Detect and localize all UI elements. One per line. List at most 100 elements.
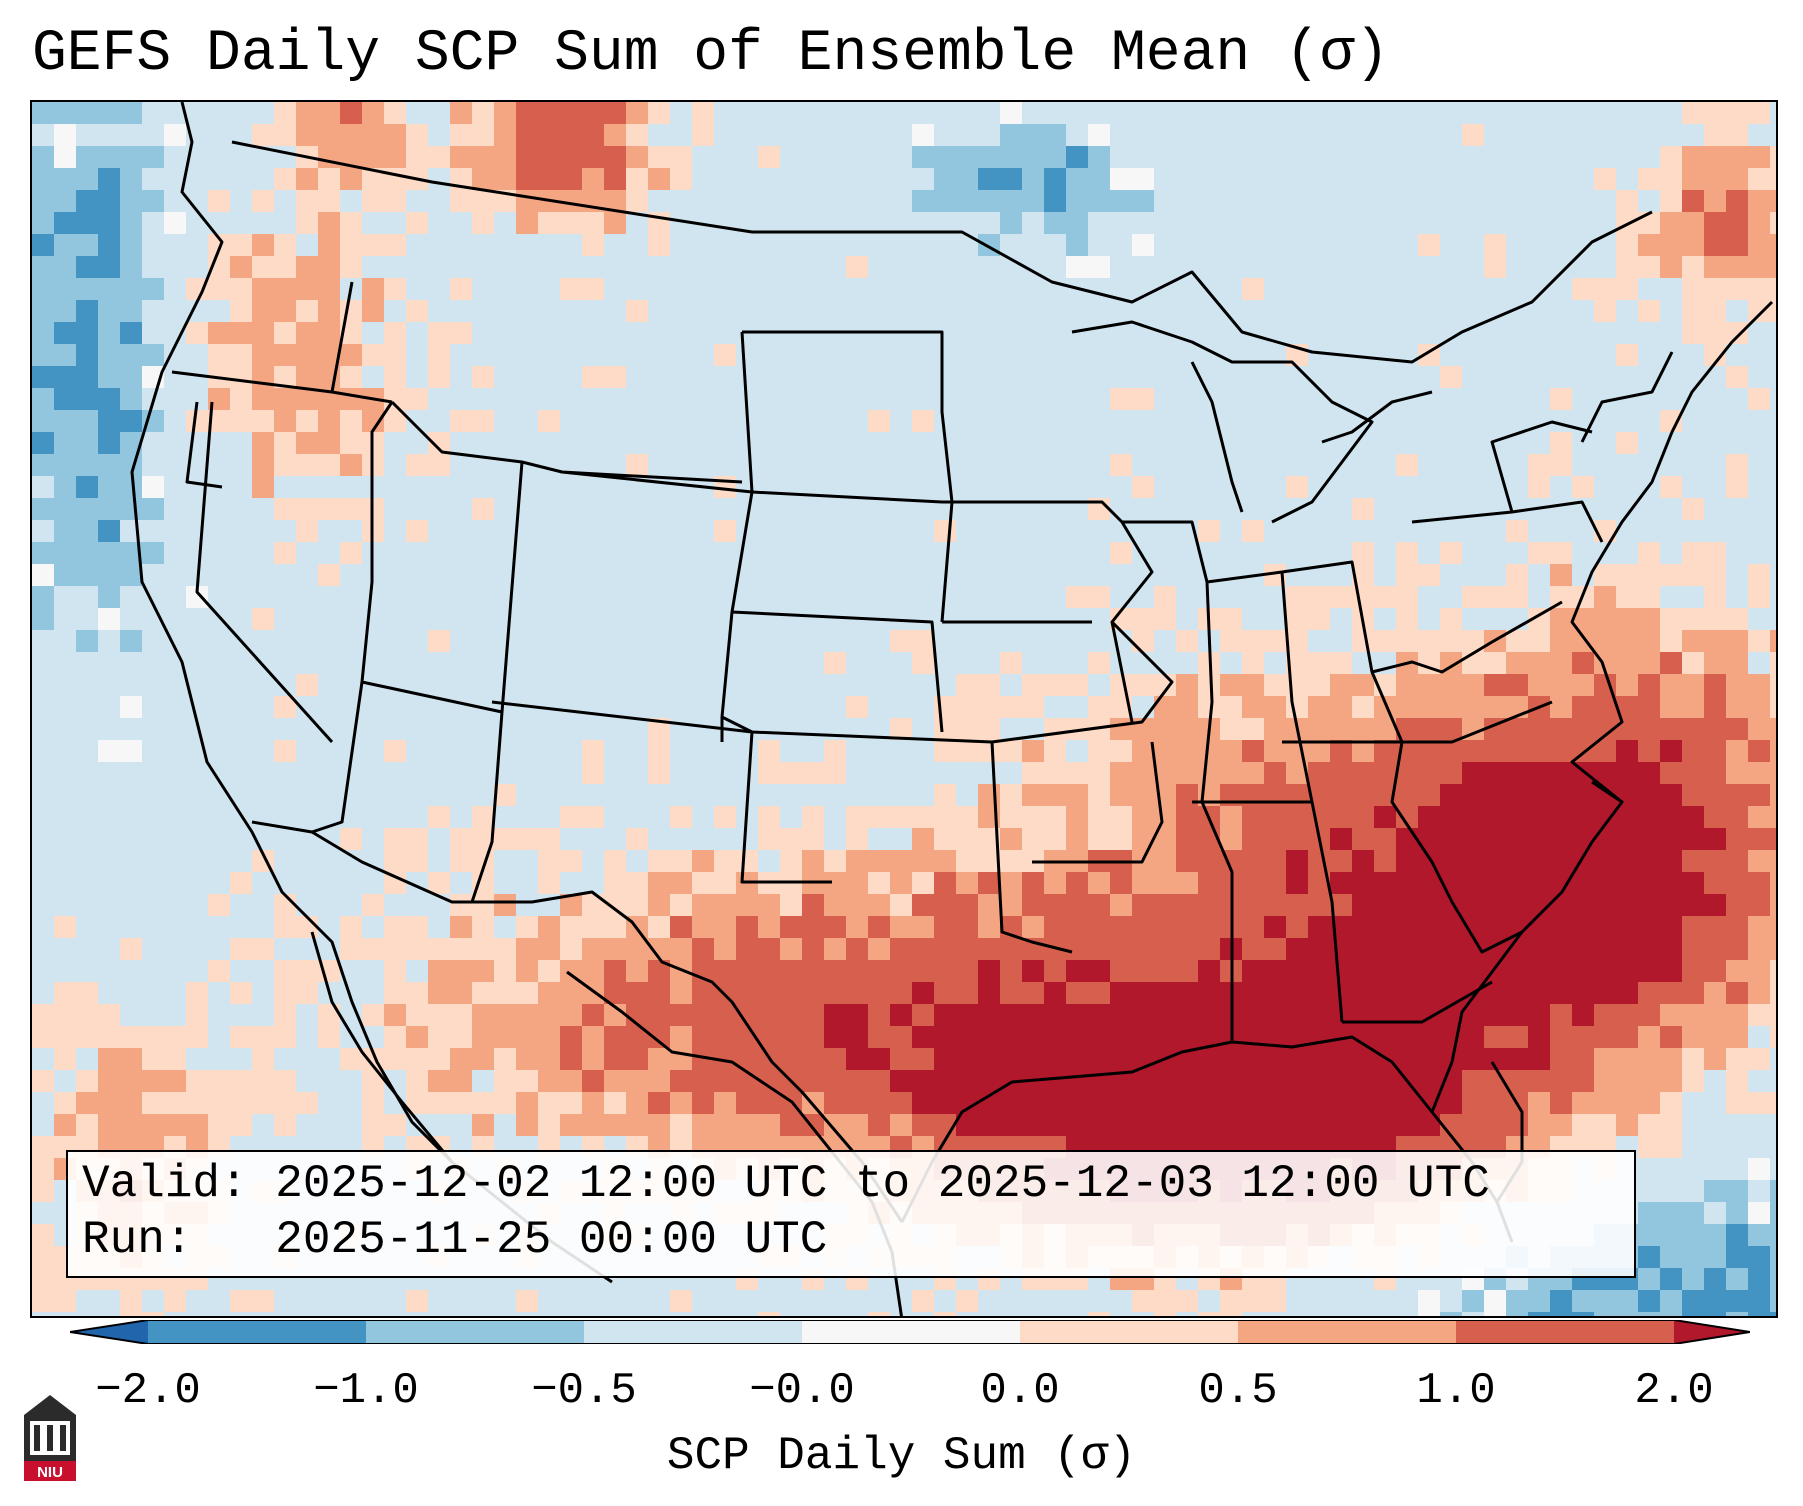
field-cell [76, 344, 98, 366]
field-cell [318, 190, 340, 212]
field-cell [1374, 982, 1396, 1004]
field-cell [1528, 894, 1550, 916]
field-cell [846, 1114, 868, 1136]
field-cell [626, 300, 648, 322]
field-cell [1176, 696, 1198, 718]
field-cell [1418, 938, 1440, 960]
field-cell [846, 916, 868, 938]
field-cell [1286, 872, 1308, 894]
field-cell [472, 124, 494, 146]
field-cell [1198, 1048, 1220, 1070]
field-cell [1154, 806, 1176, 828]
field-cell [1462, 1114, 1484, 1136]
field-cell [428, 146, 450, 168]
colorbar-bin-6 [1238, 1320, 1456, 1344]
field-cell [1770, 806, 1776, 828]
field-cell [1066, 938, 1088, 960]
field-cell [340, 828, 362, 850]
field-cell [582, 938, 604, 960]
field-cell [142, 542, 164, 564]
field-cell [538, 1026, 560, 1048]
field-cell [1176, 894, 1198, 916]
field-cell [714, 938, 736, 960]
field-cell [1616, 740, 1638, 762]
field-cell [1550, 1004, 1572, 1026]
field-cell [1682, 564, 1704, 586]
field-cell [604, 190, 626, 212]
field-cell [1726, 982, 1748, 1004]
field-cell [956, 1004, 978, 1026]
field-cell [98, 1026, 120, 1048]
colorbar-tick-label: −2.0 [95, 1366, 201, 1416]
field-cell [1550, 740, 1572, 762]
field-cell [978, 960, 1000, 982]
field-cell [1286, 608, 1308, 630]
field-cell [1572, 938, 1594, 960]
field-cell [1242, 652, 1264, 674]
field-cell [1308, 1048, 1330, 1070]
field-cell [1176, 1092, 1198, 1114]
field-cell [1044, 1048, 1066, 1070]
field-cell [164, 1048, 186, 1070]
field-cell [120, 1026, 142, 1048]
field-cell [1220, 740, 1242, 762]
field-cell [1088, 1026, 1110, 1048]
field-cell [868, 960, 890, 982]
field-cell [1044, 762, 1066, 784]
field-cell [582, 960, 604, 982]
field-cell [648, 762, 670, 784]
field-cell [1726, 850, 1748, 872]
field-cell [1044, 190, 1066, 212]
field-cell [1660, 828, 1682, 850]
field-cell [670, 168, 692, 190]
field-cell [274, 1026, 296, 1048]
field-cell [318, 278, 340, 300]
field-cell [120, 1048, 142, 1070]
field-cell [1132, 762, 1154, 784]
field-cell [296, 168, 318, 190]
field-cell [1396, 608, 1418, 630]
logo-text: NIU [37, 1464, 63, 1481]
field-cell [956, 1026, 978, 1048]
field-cell [1264, 762, 1286, 784]
field-cell [252, 608, 274, 630]
field-cell [1616, 696, 1638, 718]
field-cell [32, 102, 54, 124]
field-cell [384, 938, 406, 960]
field-cell [560, 124, 582, 146]
field-cell [406, 850, 428, 872]
field-cell [252, 1026, 274, 1048]
field-cell [120, 256, 142, 278]
field-cell [428, 1070, 450, 1092]
field-cell [274, 410, 296, 432]
field-cell [868, 410, 890, 432]
field-cell [1000, 740, 1022, 762]
field-cell [32, 256, 54, 278]
field-cell [1374, 916, 1396, 938]
field-cell [1352, 938, 1374, 960]
field-cell [98, 1114, 120, 1136]
field-cell [1770, 762, 1776, 784]
field-cell [428, 938, 450, 960]
field-cell [428, 322, 450, 344]
field-cell [1110, 938, 1132, 960]
field-cell [648, 168, 670, 190]
field-cell [934, 982, 956, 1004]
field-cell [1022, 1114, 1044, 1136]
field-cell [1308, 762, 1330, 784]
field-cell [1704, 784, 1726, 806]
field-cell [1528, 938, 1550, 960]
field-cell [1198, 850, 1220, 872]
field-cell [340, 454, 362, 476]
canada-border [231, 140, 1653, 364]
field-cell [1704, 828, 1726, 850]
field-cell [1462, 674, 1484, 696]
field-cell [1484, 256, 1506, 278]
field-cell [1726, 806, 1748, 828]
field-cell [76, 542, 98, 564]
field-cell [98, 542, 120, 564]
field-cell [824, 1004, 846, 1026]
field-cell [604, 168, 626, 190]
field-cell [450, 1092, 472, 1114]
field-cell [1616, 608, 1638, 630]
